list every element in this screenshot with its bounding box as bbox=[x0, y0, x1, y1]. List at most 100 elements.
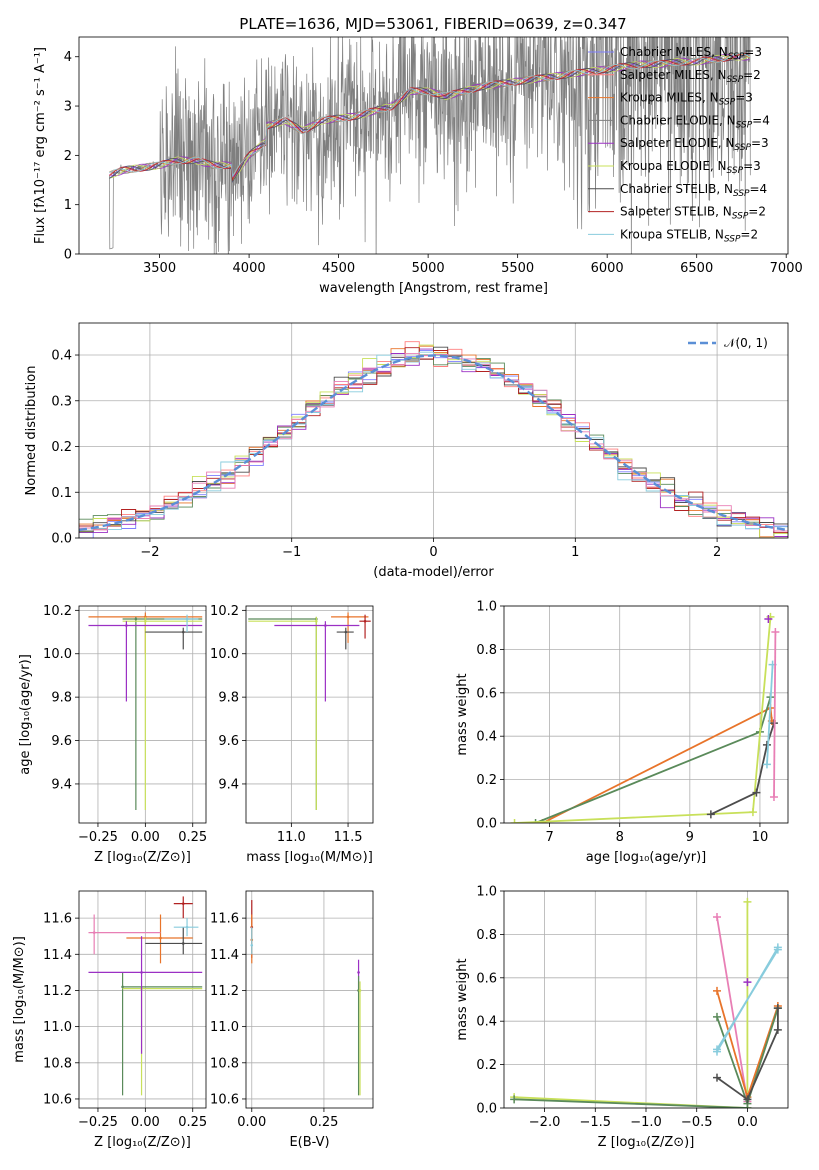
model-line bbox=[109, 54, 750, 182]
weight-line bbox=[773, 631, 777, 798]
x-tick-label: 2 bbox=[713, 545, 721, 560]
weight-marker bbox=[762, 760, 771, 769]
data-point bbox=[363, 619, 367, 623]
weight-marker bbox=[713, 1012, 721, 1021]
y-tick-label: 0.2 bbox=[476, 1058, 497, 1073]
panel-Z-mass: −0.25 0.00 0.25 10.6 10.8 11.0 11.2 11.4 11.6 Z [… bbox=[12, 890, 207, 1150]
y-tick-label: 11.2 bbox=[210, 984, 239, 999]
legend-label: Salpeter ELODIE, NSSP=3 bbox=[620, 136, 769, 153]
legend-label: Chabrier ELODIE, NSSP=4 bbox=[620, 113, 770, 130]
weight-marker bbox=[713, 986, 721, 995]
legend-label: Salpeter MILES, NSSP=2 bbox=[620, 68, 761, 85]
model-line bbox=[109, 52, 750, 178]
weight-marker bbox=[743, 978, 752, 987]
y-tick-label: 0.4 bbox=[476, 1015, 497, 1030]
weight-line bbox=[514, 901, 749, 1108]
weight-marker bbox=[713, 1073, 721, 1082]
y-tick-label: 10.0 bbox=[43, 647, 72, 662]
data-point bbox=[181, 902, 185, 905]
x-tick-label: 10 bbox=[752, 830, 769, 845]
x-axis-label: age [log₁₀(age/yr)] bbox=[586, 850, 707, 865]
data-point bbox=[181, 942, 185, 945]
data-point bbox=[358, 989, 362, 992]
weight-marker bbox=[771, 628, 780, 637]
weight-line bbox=[535, 696, 772, 823]
y-tick-label: 11.4 bbox=[43, 948, 72, 963]
normal-curve bbox=[79, 354, 788, 532]
model-line bbox=[109, 53, 750, 183]
x-tick-label: 0.0 bbox=[737, 1115, 758, 1130]
legend-label: 𝒩(0, 1) bbox=[724, 336, 768, 350]
data-point bbox=[357, 971, 360, 974]
y-tick-label: 0.0 bbox=[476, 817, 497, 832]
legend-label: Chabrier STELIB, NSSP=4 bbox=[620, 182, 767, 199]
histogram-step bbox=[79, 354, 788, 534]
x-tick-label: 6000 bbox=[591, 261, 624, 276]
y-tick-label: 0 bbox=[64, 248, 72, 263]
data-point bbox=[315, 619, 318, 623]
plot-area-Z-mass bbox=[88, 896, 203, 1096]
x-tick-label: 6500 bbox=[680, 261, 713, 276]
y-tick-label: 9.4 bbox=[51, 777, 72, 792]
y-tick-label: 9.6 bbox=[218, 734, 239, 749]
weight-marker bbox=[752, 788, 761, 797]
legend-label: Salpeter STELIB, NSSP=2 bbox=[620, 205, 766, 222]
weight-marker bbox=[510, 1095, 519, 1104]
weight-marker bbox=[706, 810, 715, 819]
x-axis-label: wavelength [Angstrom, rest frame] bbox=[319, 281, 548, 296]
data-point bbox=[125, 624, 128, 627]
x-tick-label: −1 bbox=[282, 545, 301, 560]
y-tick-label: 11.0 bbox=[43, 1020, 72, 1035]
y-tick-label: 10.2 bbox=[43, 604, 72, 619]
x-axis-label: Z [log₁₀(Z/Z⊙)] bbox=[598, 1135, 695, 1150]
x-tick-label: 0.25 bbox=[178, 1115, 207, 1130]
y-axis-label: mass [log₁₀(M/M⊙)] bbox=[12, 936, 27, 1063]
panel-spectrum: 3500 4000 4500 5000 5500 6000 6500 7000 0 1 2 3 4 wav… bbox=[33, 36, 803, 296]
y-tick-label: 2 bbox=[64, 149, 72, 164]
y-tick-label: 11.2 bbox=[43, 984, 72, 999]
x-tick-label: 0.25 bbox=[178, 830, 207, 845]
plot-area-age-weight bbox=[510, 612, 780, 823]
x-tick-label: 0.25 bbox=[309, 1115, 338, 1130]
data-point bbox=[140, 971, 143, 974]
spectrum-data-line bbox=[109, 37, 751, 254]
panel-mass-age: 11.0 11.5 9.4 9.6 9.8 10.0 10.2 mass [log₁₀(M/M… bbox=[210, 604, 374, 865]
weight-marker bbox=[713, 913, 721, 922]
y-tick-label: 1 bbox=[64, 198, 72, 213]
weight-marker bbox=[773, 1004, 782, 1013]
y-tick-label: 9.8 bbox=[51, 691, 72, 706]
axes-frame bbox=[78, 890, 207, 1109]
x-axis-label: mass [log₁₀(M/M⊙)] bbox=[246, 850, 373, 865]
legend-label: Kroupa ELODIE, NSSP=3 bbox=[620, 159, 761, 176]
panel-Z-weight: −2.0 −1.5 −1.0 −0.5 0.0 0.0 0.2 0.4 0.6 0.8 1.0 Z [… bbox=[455, 885, 789, 1150]
x-axis-label: Z [log₁₀(Z/Z⊙)] bbox=[94, 1135, 191, 1150]
weight-line bbox=[716, 916, 749, 1102]
plot-area-spectrum bbox=[109, 37, 751, 254]
x-tick-label: −1.5 bbox=[579, 1115, 611, 1130]
y-tick-label: 0.0 bbox=[476, 1102, 497, 1117]
x-tick-label: 11.5 bbox=[334, 830, 363, 845]
x-tick-label: −1.0 bbox=[630, 1115, 662, 1130]
x-axis-label: E(B-V) bbox=[289, 1135, 329, 1150]
y-tick-label: 11.6 bbox=[43, 912, 72, 927]
x-tick-label: 0 bbox=[429, 545, 437, 560]
y-tick-label: 0.0 bbox=[51, 532, 72, 547]
y-axis-label: age [log₁₀(age/yr)] bbox=[18, 654, 33, 775]
axes-frame bbox=[245, 890, 374, 1109]
weight-marker bbox=[748, 808, 757, 817]
panel-Z-age: −0.25 0.00 0.25 9.4 9.6 9.8 10.0 10.2 Z [log₁₀(Z… bbox=[18, 604, 207, 865]
y-tick-label: 9.8 bbox=[218, 691, 239, 706]
data-point bbox=[92, 931, 96, 934]
data-point bbox=[344, 630, 348, 634]
weight-line bbox=[514, 616, 772, 823]
panel-residuals: −2 −1 0 1 2 0.0 0.1 0.2 0.3 0.4 (data-model)/error… bbox=[24, 322, 789, 580]
plot-area-mass-age bbox=[248, 612, 371, 810]
y-tick-label: 3 bbox=[64, 100, 72, 115]
weight-line bbox=[514, 1098, 748, 1108]
weight-line bbox=[710, 722, 775, 816]
data-point bbox=[185, 925, 189, 929]
y-tick-label: 0.2 bbox=[51, 440, 72, 455]
y-tick-label: 0.8 bbox=[476, 928, 497, 943]
y-axis-label: mass weight bbox=[455, 673, 470, 755]
plot-area-Z-age bbox=[88, 612, 203, 810]
